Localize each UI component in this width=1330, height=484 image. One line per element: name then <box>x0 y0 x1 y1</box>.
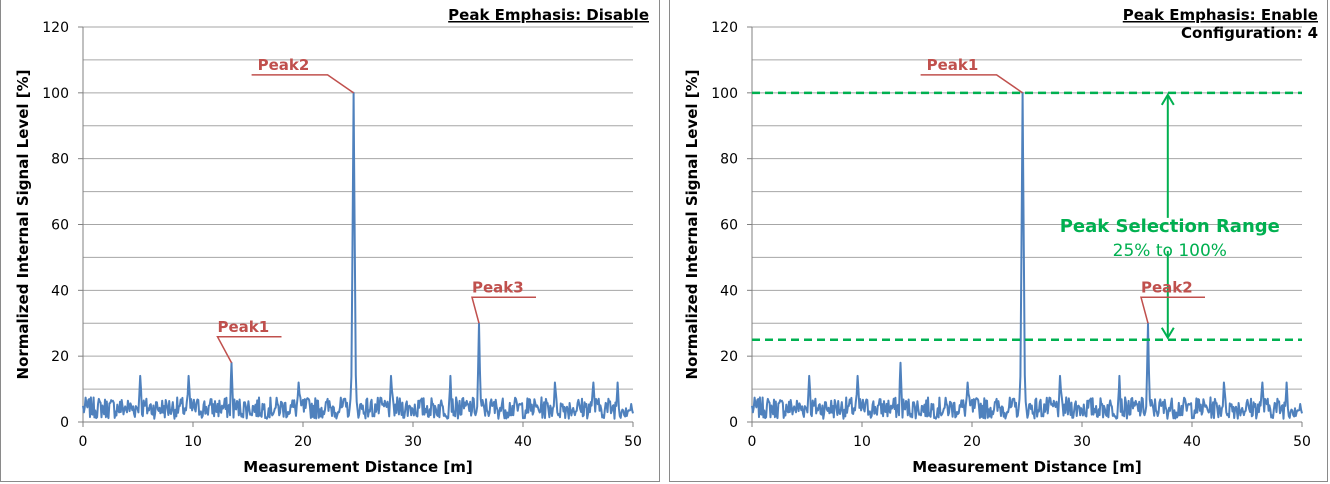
right-y-tick-label: 80 <box>720 152 738 168</box>
right-y-tick-label: 20 <box>720 349 738 365</box>
right-y-tick-label: 120 <box>711 20 738 36</box>
right-x-tick-label: 20 <box>963 434 981 450</box>
left-x-tick-label: 30 <box>404 434 422 450</box>
right-peak-leader <box>1140 296 1205 324</box>
right-x-tick-label: 40 <box>1183 434 1201 450</box>
right-peak-label: Peak1 <box>927 56 979 74</box>
left-peak-label: Peak3 <box>472 278 524 296</box>
left-y-axis-label: Normalized Internal Signal Level [%] <box>14 70 32 380</box>
right-x-tick-label: 0 <box>748 434 757 450</box>
left-y-tick-label: 120 <box>42 20 69 36</box>
left-x-tick-label: 40 <box>514 434 532 450</box>
right-x-tick-label: 10 <box>853 434 871 450</box>
left-y-tick-label: 80 <box>51 152 69 168</box>
right-x-tick-label: 30 <box>1073 434 1091 450</box>
right-x-axis-label: Measurement Distance [m] <box>912 458 1141 476</box>
chart-right: 0 20 40 60 80 100 120 0 10 20 30 40 50 Measurement Di… <box>683 6 1318 476</box>
chart-right-subheader: Configuration: 4 <box>1181 24 1318 42</box>
right-y-axis-label: Normalized Internal Signal Level [%] <box>683 70 701 380</box>
left-signal-line <box>82 91 634 420</box>
left-x-tick-label: 20 <box>294 434 312 450</box>
right-arrowhead-down <box>1160 327 1175 340</box>
right-arrowhead-up <box>1160 92 1175 106</box>
left-x-axis-label: Measurement Distance [m] <box>243 458 472 476</box>
right-y-tick-label: 40 <box>720 283 738 299</box>
left-peak-leader <box>251 74 355 94</box>
right-y-tick-label: 60 <box>720 218 738 234</box>
left-x-tick-label: 10 <box>184 434 202 450</box>
right-y-tick-label: 100 <box>711 86 738 102</box>
left-y-tick-label: 20 <box>51 349 69 365</box>
chart-left: 0 20 40 60 80 100 120 0 10 20 30 40 50 Measurement Di… <box>14 6 649 476</box>
right-y-tick-label: 0 <box>729 415 738 431</box>
right-peak-label: Peak2 <box>1141 278 1193 296</box>
chart-right-header: Peak Emphasis: Enable <box>1123 6 1318 24</box>
right-peak-leader <box>920 74 1024 94</box>
right-signal-line <box>751 91 1303 420</box>
left-x-tick-label: 0 <box>79 434 88 450</box>
chart-panel-left: 0 20 40 60 80 100 120 0 10 20 30 40 50 Measurement Di… <box>0 0 660 482</box>
left-y-tick-label: 0 <box>60 415 69 431</box>
right-x-tick-label: 50 <box>1293 434 1311 450</box>
left-peak-label: Peak2 <box>258 56 310 74</box>
left-peak-leader <box>471 296 536 324</box>
left-y-tick-label: 40 <box>51 283 69 299</box>
left-x-tick-label: 50 <box>624 434 642 450</box>
left-y-tick-label: 100 <box>42 86 69 102</box>
chart-panel-right: 0 20 40 60 80 100 120 0 10 20 30 40 50 Measurement Di… <box>669 0 1328 482</box>
chart-left-header: Peak Emphasis: Disable <box>448 6 649 24</box>
right-range-subtitle: 25% to 100% <box>1113 241 1227 261</box>
right-range-title: Peak Selection Range <box>1060 216 1280 237</box>
left-peak-label: Peak1 <box>218 318 270 336</box>
left-peak-leader <box>216 336 282 364</box>
left-y-tick-label: 60 <box>51 218 69 234</box>
